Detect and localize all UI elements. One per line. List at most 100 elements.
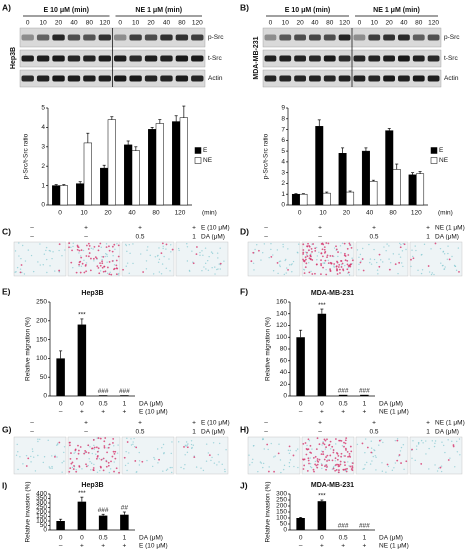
cell-dot — [446, 258, 449, 260]
treatment-sign: + — [122, 409, 126, 416]
cell-dot — [219, 247, 221, 249]
cell-dot — [225, 449, 227, 451]
cell-dot — [161, 446, 163, 449]
cell-dot — [344, 259, 347, 262]
cell-dot — [341, 242, 344, 245]
blot-band — [129, 75, 142, 82]
cell-dot — [359, 253, 362, 256]
cell-dot — [103, 265, 106, 268]
cell-dot — [315, 464, 318, 467]
cell-dot — [417, 441, 420, 444]
cell-dot — [128, 243, 130, 246]
blot-band — [383, 34, 395, 41]
bar — [155, 123, 164, 206]
cell-dot — [125, 243, 127, 246]
cell-dot — [351, 259, 354, 262]
cell-dot — [337, 255, 339, 258]
lane-time: 0 — [269, 20, 273, 27]
micrograph — [13, 241, 67, 277]
panel-label: H) — [240, 424, 249, 434]
treatment-sign: – — [30, 420, 34, 427]
row-label: DA (μM) — [139, 535, 163, 542]
cell-dot — [268, 466, 270, 468]
cell-dot — [389, 262, 392, 264]
cell-dot — [110, 460, 112, 463]
treatment-sign: – — [264, 225, 268, 232]
y-tick-label: 9 — [281, 105, 285, 112]
cell-dot — [101, 266, 104, 269]
cell-dot — [84, 264, 87, 267]
cell-dot — [19, 268, 22, 270]
cell-dot — [108, 249, 111, 252]
cell-dot — [113, 243, 116, 246]
cell-dot — [201, 270, 203, 272]
cell-dot — [331, 445, 334, 448]
cell-dot — [458, 271, 460, 273]
cell-dot — [113, 264, 116, 266]
cell-dot — [208, 454, 211, 457]
cell-dot — [334, 457, 337, 460]
cell-dot — [394, 263, 397, 266]
cell-dot — [349, 265, 352, 268]
cell-dot — [78, 249, 81, 252]
blot-band — [294, 55, 306, 62]
cell-dot — [332, 467, 335, 470]
y-tick-label: 100 — [276, 515, 287, 522]
cell-dot — [221, 463, 223, 466]
cell-dot — [415, 448, 418, 451]
cell-dot — [87, 451, 90, 454]
cell-dot — [58, 441, 61, 444]
cell-dot — [183, 446, 185, 448]
cell-dot — [381, 462, 383, 464]
cell-dot — [333, 266, 335, 268]
bar — [338, 153, 347, 206]
cell-dot — [283, 273, 286, 276]
cell-dot — [428, 447, 430, 450]
cell-dot — [85, 465, 88, 468]
cell-dot — [249, 464, 251, 466]
cell-dot — [105, 465, 108, 468]
cell-dot — [360, 260, 362, 262]
blot-band — [36, 55, 50, 62]
cell-dot — [326, 466, 328, 468]
cell-dot — [320, 259, 322, 262]
x-tick-label: 0.5 — [99, 535, 108, 542]
cell-dot — [346, 263, 349, 266]
cell-dot — [440, 470, 443, 473]
treatment-sign: + — [318, 225, 322, 232]
cell-dot — [453, 264, 456, 267]
y-tick-label: 200 — [36, 318, 47, 325]
cell-dot — [58, 249, 60, 252]
cell-dot — [81, 468, 83, 470]
cell-dot — [417, 269, 419, 271]
cell-dot — [100, 458, 103, 461]
y-tick-label: 400 — [36, 491, 47, 498]
cell-dot — [316, 259, 318, 261]
panel-label: E) — [2, 286, 11, 296]
cell-dot — [335, 438, 337, 440]
cell-dot — [157, 261, 160, 264]
blot-group-header: E 10 μM (min) — [43, 7, 89, 14]
cell-dot — [447, 459, 450, 461]
cell-dot — [91, 447, 94, 450]
cell-dot — [340, 440, 343, 442]
cell-dot — [349, 465, 352, 468]
cell-dot — [285, 267, 288, 269]
cell-dot — [348, 274, 351, 276]
cell-dot — [42, 264, 44, 266]
blot-band — [353, 34, 366, 41]
cell-dot — [124, 464, 127, 467]
cell-dot — [16, 266, 19, 269]
blot-band — [383, 55, 395, 62]
cell-dot — [292, 260, 295, 263]
bar — [392, 169, 401, 206]
blot-band — [309, 55, 321, 62]
cell-dot — [57, 442, 59, 445]
x-tick-label: 120 — [411, 210, 422, 217]
cell-dot — [97, 266, 100, 269]
cell-dot — [396, 438, 399, 440]
cell-dot — [101, 262, 104, 265]
da-dose: 0.5 — [135, 234, 144, 241]
cell-dot — [170, 251, 172, 253]
cell-dot — [14, 250, 17, 252]
